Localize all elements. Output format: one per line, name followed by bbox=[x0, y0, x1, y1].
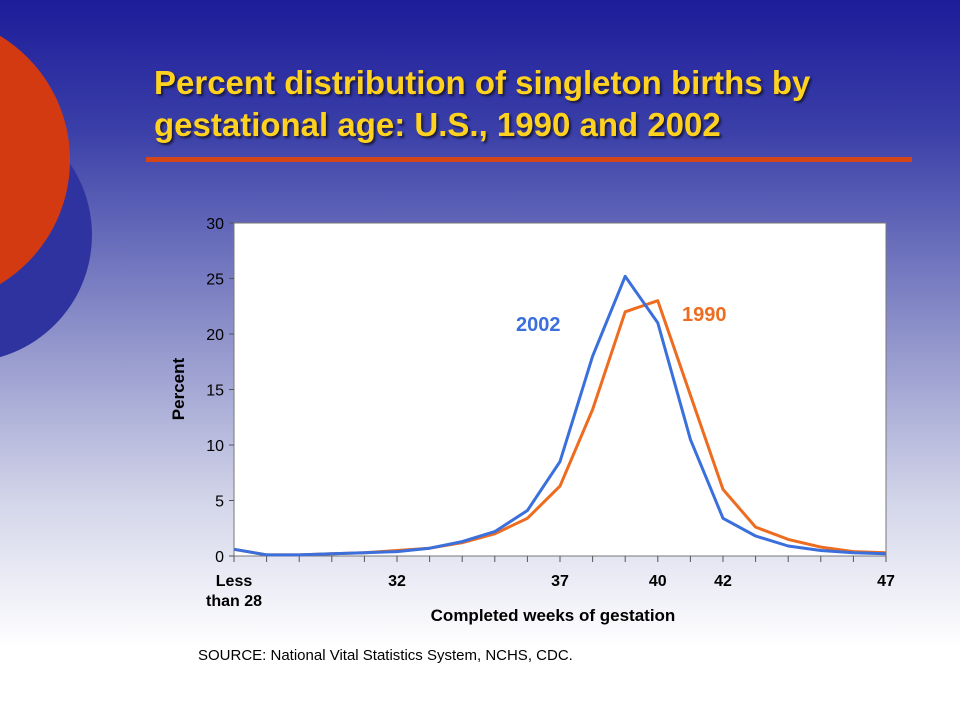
x-tick-label: 42 bbox=[714, 573, 732, 590]
x-tick-label: 37 bbox=[551, 573, 569, 590]
series-layer bbox=[233, 274, 887, 557]
y-axis-label: Percent bbox=[169, 357, 188, 420]
x-tick-label: 40 bbox=[649, 573, 667, 590]
plot-area bbox=[233, 222, 887, 557]
x-axis: Less than 28 32 37 40 42 47 bbox=[206, 556, 895, 610]
y-tick-label: 30 bbox=[206, 216, 224, 233]
y-axis: 0 5 10 15 20 25 30 bbox=[206, 216, 234, 566]
source-note: SOURCE: National Vital Statistics System… bbox=[198, 647, 573, 664]
series-label-1990: 1990 bbox=[682, 304, 727, 326]
series-line-2002 bbox=[233, 274, 887, 557]
y-tick-label: 25 bbox=[206, 272, 224, 289]
x-tick-label: 32 bbox=[388, 573, 406, 590]
slide-title: Percent distribution of singleton births… bbox=[154, 64, 811, 143]
y-tick-label: 0 bbox=[215, 549, 224, 566]
x-tick-label: 47 bbox=[877, 573, 895, 590]
decor-red-circle bbox=[0, 35, 70, 285]
series-label-2002: 2002 bbox=[516, 314, 561, 336]
y-tick-label: 20 bbox=[206, 327, 224, 344]
y-tick-label: 10 bbox=[206, 438, 224, 455]
x-axis-label: Completed weeks of gestation bbox=[431, 606, 676, 625]
y-tick-label: 15 bbox=[206, 383, 224, 400]
x-tick-label: Less than 28 bbox=[206, 573, 262, 610]
title-underline bbox=[146, 157, 912, 162]
y-tick-label: 5 bbox=[215, 494, 224, 511]
